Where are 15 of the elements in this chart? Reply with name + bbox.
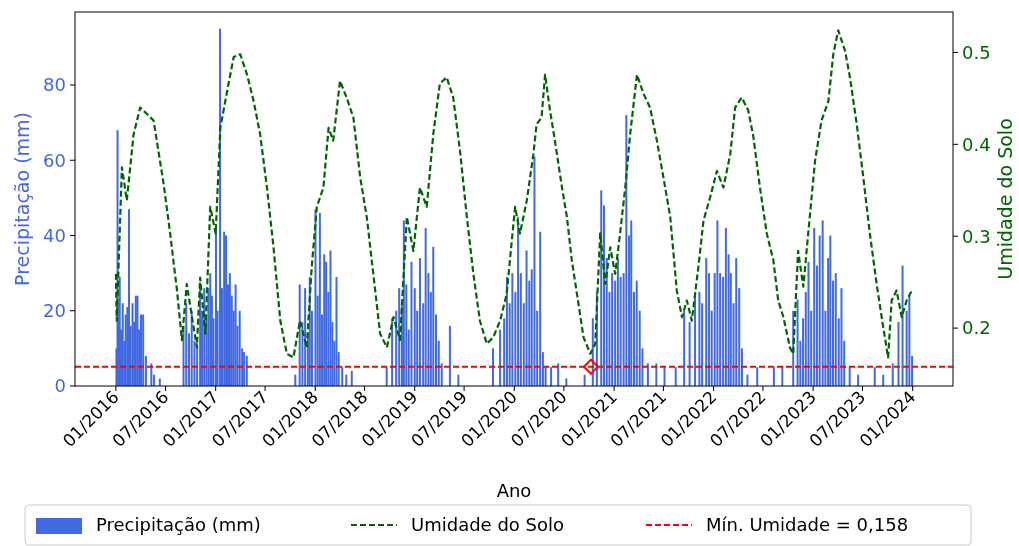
y-tick-label: 40 [43,224,66,246]
y2-tick-label: 0.5 [962,41,991,63]
y2-tick-label: 0.2 [962,317,991,339]
y2-axis-title: Umidade do Solo [994,118,1016,280]
x-axis-title: Ano [496,480,532,501]
y2-tick-label: 0.3 [962,225,991,247]
y-tick-label: 20 [43,300,66,322]
y-axis-title: Precipitação (mm) [11,112,33,286]
legend-label: Mín. Umidade = 0,158 [706,514,909,536]
y2-tick-label: 0.4 [962,133,991,155]
y-tick-label: 80 [43,74,66,96]
legend-label: Umidade do Solo [411,514,564,536]
legend-label: Precipitação (mm) [96,514,261,536]
y-tick-label: 60 [43,149,66,171]
y-tick-label: 0 [54,375,66,397]
